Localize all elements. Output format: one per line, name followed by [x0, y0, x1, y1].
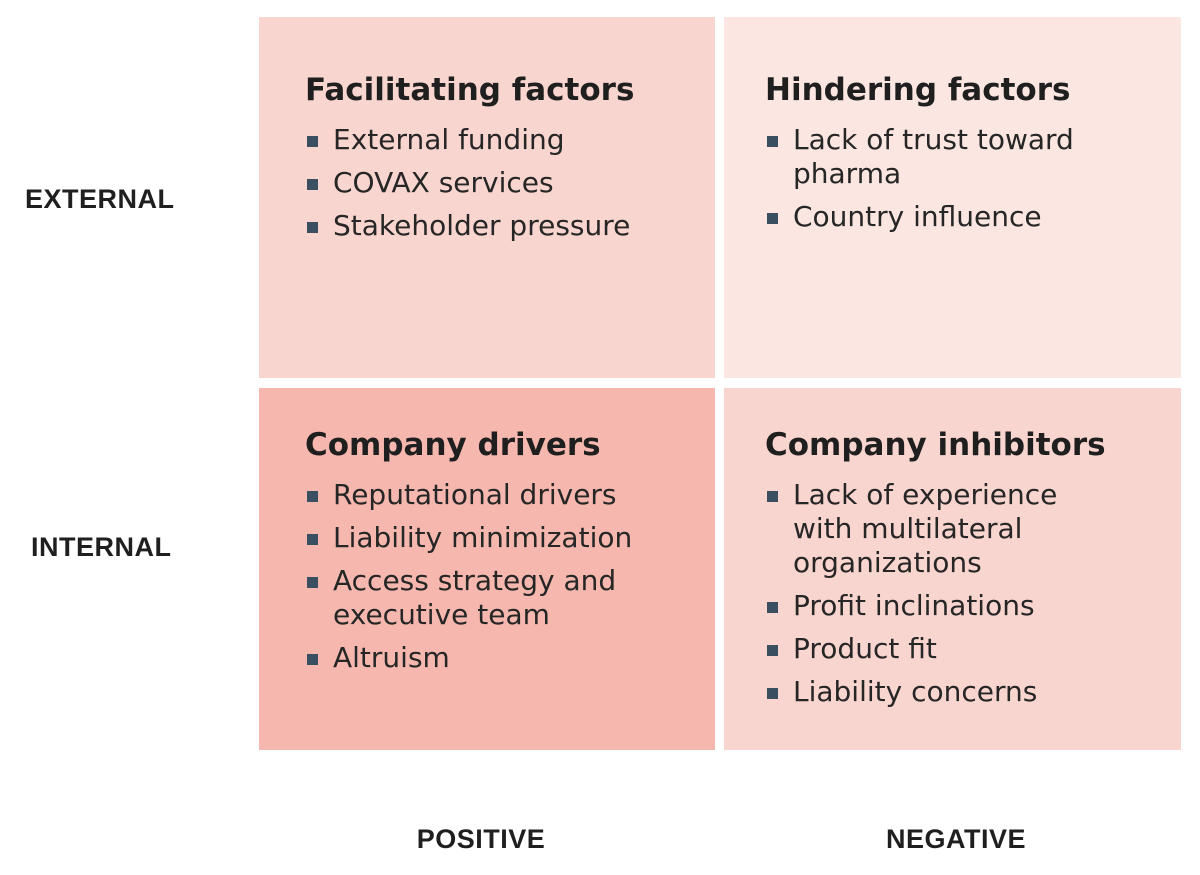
quadrant-company-drivers: Company drivers Reputational drivers Lia… — [259, 388, 715, 750]
quadrant-company-inhibitors: Company inhibitors Lack of experience wi… — [724, 388, 1181, 750]
quadrant-title: Company inhibitors — [765, 427, 1106, 463]
list-item: Liability minimization — [305, 521, 645, 555]
factor-list: External funding COVAX services Stakehol… — [305, 123, 695, 243]
square-bullet-icon — [307, 490, 318, 502]
list-item: Lack of experience with multilateral org… — [765, 478, 1065, 580]
quadrant-facilitating-factors: Facilitating factors External funding CO… — [259, 17, 715, 378]
list-item: COVAX services — [305, 166, 695, 200]
list-item: External funding — [305, 123, 695, 157]
list-item: Stakeholder pressure — [305, 209, 695, 243]
square-bullet-icon — [307, 221, 318, 233]
square-bullet-icon — [307, 178, 318, 190]
list-item: Liability concerns — [765, 675, 1065, 709]
square-bullet-icon — [767, 687, 778, 699]
list-item: Product fit — [765, 632, 1065, 666]
list-item: Reputational drivers — [305, 478, 645, 512]
quadrant-title: Company drivers — [305, 427, 601, 463]
list-item: Altruism — [305, 641, 645, 675]
square-bullet-icon — [767, 601, 778, 613]
square-bullet-icon — [307, 533, 318, 545]
factor-list: Reputational drivers Liability minimizat… — [305, 478, 645, 675]
square-bullet-icon — [767, 135, 778, 147]
list-item: Profit inclinations — [765, 589, 1065, 623]
quadrant-title: Facilitating factors — [305, 72, 635, 108]
factor-list: Lack of experience with multilateral org… — [765, 478, 1065, 709]
quadrant-hindering-factors: Hindering factors Lack of trust toward p… — [724, 17, 1181, 378]
list-item: Country influence — [765, 200, 1105, 234]
square-bullet-icon — [767, 212, 778, 224]
column-label-positive: POSITIVE — [416, 824, 546, 854]
list-item: Access strategy and executive team — [305, 564, 645, 632]
square-bullet-icon — [307, 135, 318, 147]
square-bullet-icon — [307, 576, 318, 588]
factor-list: Lack of trust toward pharma Country infl… — [765, 123, 1105, 234]
square-bullet-icon — [767, 644, 778, 656]
column-label-negative: NEGATIVE — [885, 824, 1026, 854]
quadrant-title: Hindering factors — [765, 72, 1071, 108]
square-bullet-icon — [307, 653, 318, 665]
list-item: Lack of trust toward pharma — [765, 123, 1105, 191]
row-label-external: EXTERNAL — [25, 184, 175, 214]
row-label-internal: INTERNAL — [31, 532, 172, 562]
square-bullet-icon — [767, 490, 778, 502]
